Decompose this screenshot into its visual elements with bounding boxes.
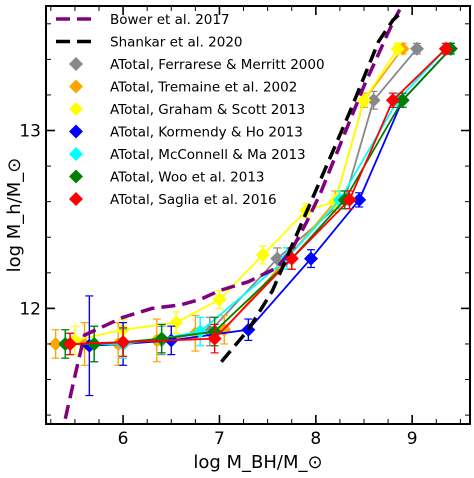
legend-marker-swatch (69, 124, 83, 139)
legend-entry: ATotal, Woo et al. 2013 (69, 169, 265, 186)
data-point (154, 331, 169, 346)
data-point (395, 93, 410, 108)
legend-entry: ATotal, Kormendy & Ho 2013 (69, 124, 303, 141)
legend-entry: ATotal, Graham & Scott 2013 (69, 102, 305, 118)
axes: 6 7 8 9 12 13 log M_BH/M_⊙ log M_h/M_⊙ (4, 6, 470, 473)
legend-label: ATotal, McConnell & Ma 2013 (110, 147, 306, 163)
data-point (385, 93, 400, 108)
legend-label: ATotal, Graham & Scott 2013 (110, 102, 305, 118)
legend-marker-swatch (69, 169, 83, 184)
data-point (284, 251, 299, 266)
legend-label: ATotal, Ferrarese & Merritt 2000 (110, 57, 325, 73)
legend-entry: ATotal, Tremaine et al. 2002 (69, 79, 297, 96)
series-6 (63, 41, 453, 358)
data-point (207, 331, 222, 346)
legend-entry: Shankar et al. 2020 (56, 35, 243, 51)
legend-entry: Bower et al. 2017 (56, 12, 230, 28)
legend: Bower et al. 2017 Shankar et al. 2020 ATot… (56, 12, 325, 208)
legend-entry: ATotal, McConnell & Ma 2013 (69, 147, 306, 163)
plot-frame (45, 5, 471, 425)
data-point (352, 192, 367, 207)
y-axis-label: log M_h/M_⊙ (4, 158, 25, 273)
legend-label: ATotal, Woo et al. 2013 (110, 170, 265, 186)
model-curve-0 (63, 8, 402, 420)
data-point (193, 324, 208, 339)
x-axis-label: log M_BH/M_⊙ (193, 452, 322, 473)
data-point (48, 336, 63, 351)
legend-label: ATotal, Saglia et al. 2016 (110, 192, 277, 208)
data-point (212, 292, 227, 307)
y-tick-label: 12 (19, 299, 41, 319)
legend-entry: ATotal, Saglia et al. 2016 (69, 192, 277, 208)
legend-marker-swatch (69, 147, 83, 161)
data-point (255, 248, 270, 263)
data-point (304, 251, 318, 266)
plot-marks (48, 8, 458, 420)
legend-marker-swatch (69, 102, 83, 116)
data-point (63, 336, 78, 351)
legend-label: Shankar et al. 2020 (110, 35, 243, 51)
data-point (410, 41, 424, 56)
data-point (390, 41, 405, 56)
data-point (357, 93, 371, 108)
y-tick-label: 13 (19, 122, 41, 142)
legend-label: ATotal, Kormendy & Ho 2013 (110, 125, 303, 141)
legend-marker-swatch (69, 57, 83, 71)
x-tick-label: 9 (407, 429, 418, 449)
x-tick-label: 6 (118, 429, 129, 449)
data-point (342, 192, 357, 207)
data-point (116, 335, 131, 350)
data-point (366, 93, 381, 108)
legend-entry: ATotal, Ferrarese & Merritt 2000 (69, 57, 325, 73)
legend-label: ATotal, Tremaine et al. 2002 (110, 80, 297, 96)
x-tick-label: 8 (310, 429, 321, 449)
x-tick-label: 7 (214, 429, 225, 449)
data-point (438, 41, 453, 56)
model-curve-1 (220, 10, 404, 363)
legend-marker-swatch (69, 79, 83, 94)
legend-label: Bower et al. 2017 (110, 12, 230, 28)
legend-marker-swatch (69, 192, 83, 206)
